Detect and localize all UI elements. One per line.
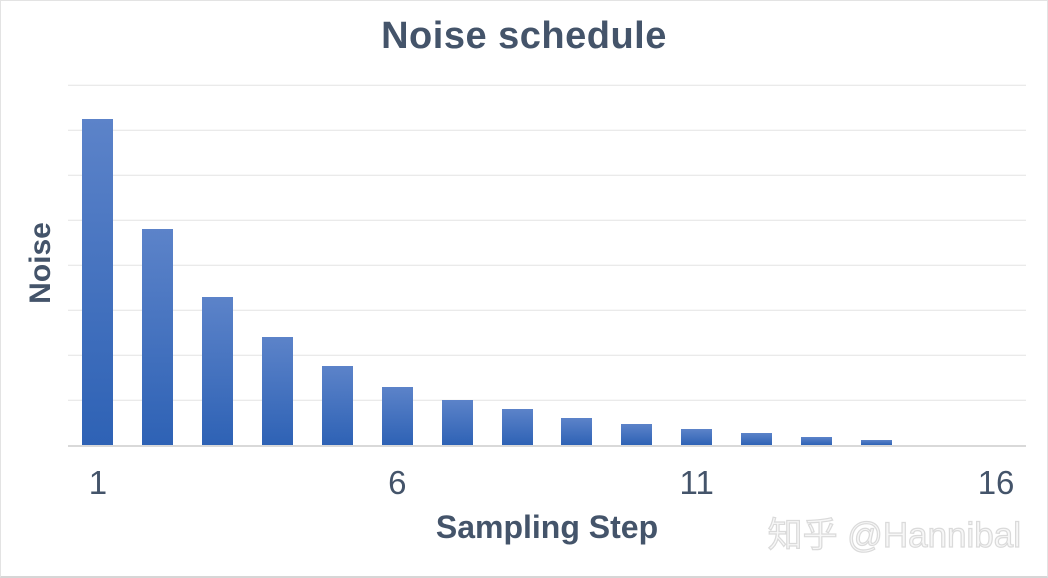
- bar-step-3: [202, 296, 234, 445]
- bar-step-4: [262, 337, 294, 445]
- x-axis-ticks: 1 6 11 16: [68, 464, 1026, 507]
- bar-step-12: [741, 432, 773, 445]
- watermark: 知乎 @Hannibal: [767, 515, 1022, 555]
- x-tick-11: 11: [679, 464, 714, 501]
- gridline: [68, 264, 1026, 266]
- gridline: [68, 84, 1026, 86]
- bar-step-7: [441, 400, 473, 445]
- bar-step-2: [142, 229, 174, 445]
- bar-step-5: [321, 366, 353, 445]
- x-tick-1: 1: [88, 464, 108, 501]
- gridline: [68, 399, 1026, 401]
- plot-area: [68, 84, 1026, 447]
- x-tick-16: 16: [977, 464, 1015, 501]
- gridline: [68, 129, 1026, 131]
- gridline: [68, 174, 1026, 176]
- gridline: [68, 309, 1026, 311]
- bar-step-6: [381, 386, 413, 445]
- x-tick-6: 6: [388, 464, 407, 501]
- bar-step-8: [501, 409, 533, 445]
- gridline: [68, 354, 1026, 356]
- y-axis-title: Noise: [24, 222, 57, 304]
- bar-step-11: [681, 428, 713, 445]
- bar-step-1: [82, 118, 114, 445]
- bar-step-14: [860, 440, 892, 445]
- x-axis-title: Sampling Step: [435, 509, 659, 545]
- chart-title: Noise schedule: [381, 15, 667, 57]
- gridline: [68, 219, 1026, 221]
- bar-step-10: [621, 423, 653, 445]
- bar-step-9: [561, 418, 593, 445]
- bar-step-13: [800, 436, 832, 445]
